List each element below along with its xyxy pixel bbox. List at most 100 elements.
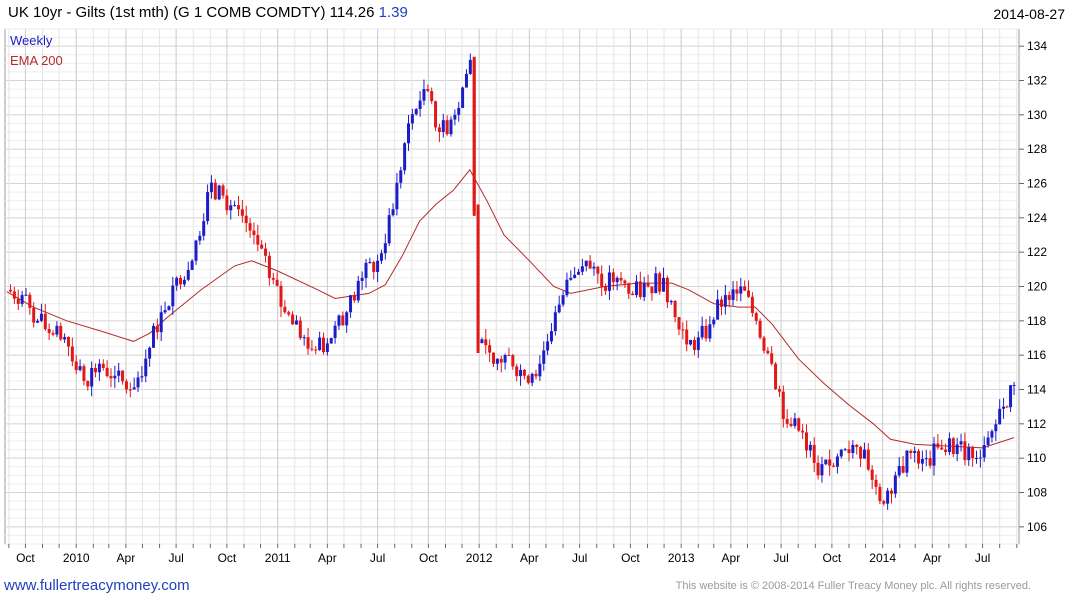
candle-body <box>936 443 940 448</box>
y-tick-label: 118 <box>1027 314 1046 328</box>
candle-body <box>561 295 565 305</box>
candle-body <box>851 444 855 454</box>
candle-body <box>692 339 696 351</box>
candle-body <box>476 211 480 344</box>
candle-body <box>372 262 376 272</box>
candle-body <box>878 486 882 502</box>
candle-body <box>287 312 291 315</box>
x-tick-label: Jul <box>168 551 183 565</box>
candle-body <box>588 260 592 269</box>
candle-body <box>758 320 762 338</box>
candle-body <box>777 389 781 392</box>
candle-body <box>256 235 260 245</box>
candle-body <box>615 277 619 283</box>
candle-body <box>828 459 832 466</box>
candle-body <box>28 294 32 308</box>
weekly-candles <box>9 53 1016 510</box>
candle-body <box>488 345 492 353</box>
candle-body <box>770 353 774 364</box>
candle-body <box>677 317 681 330</box>
candle-body <box>963 441 967 461</box>
candle-body <box>704 325 708 339</box>
x-tick-label: Oct <box>823 551 842 565</box>
y-tick-label: 116 <box>1027 348 1046 362</box>
candle-body <box>492 352 496 364</box>
candle-body <box>793 418 797 426</box>
candle-body <box>967 447 971 461</box>
candle-body <box>74 361 78 371</box>
candle-body <box>882 501 886 504</box>
candle-body <box>820 464 824 476</box>
candle-body <box>376 260 380 272</box>
candle-body <box>835 456 839 467</box>
candle-body <box>310 348 314 350</box>
candle-body <box>434 101 438 128</box>
candle-body <box>719 299 723 307</box>
candle-body <box>839 449 843 457</box>
candle-body <box>264 248 268 256</box>
candle-body <box>662 277 666 292</box>
candle-body <box>708 324 712 339</box>
ema-line <box>6 168 1015 449</box>
candle-body <box>499 358 503 363</box>
candle-body <box>314 349 318 351</box>
candle-body <box>507 355 511 357</box>
candle-body <box>124 381 128 390</box>
candle-body <box>318 337 322 351</box>
y-tick-label: 128 <box>1027 142 1047 156</box>
candle-body <box>982 445 986 458</box>
candle-body <box>464 73 468 88</box>
candle-body <box>546 341 550 351</box>
candle-body <box>217 185 221 200</box>
candle-body <box>577 271 581 275</box>
candle-body <box>816 462 820 476</box>
candle-body <box>801 430 805 433</box>
candle-body <box>221 185 225 196</box>
candle-body <box>341 315 345 326</box>
candle-body <box>175 277 179 286</box>
candle-body <box>928 458 932 466</box>
candle-body <box>209 182 213 193</box>
y-tick-label: 124 <box>1027 211 1047 225</box>
candle-body <box>522 369 526 376</box>
candle-body <box>901 465 905 473</box>
candle-body <box>252 230 256 235</box>
candle-body <box>808 444 812 451</box>
candle-body <box>785 418 789 424</box>
candle-body <box>113 375 117 379</box>
candle-body <box>360 277 364 281</box>
candle-body <box>515 366 519 377</box>
candle-body <box>673 300 677 318</box>
x-tick-label: Jul <box>370 551 385 565</box>
candle-body <box>155 325 159 333</box>
candle-body <box>410 114 414 124</box>
price-change: 1.39 <box>378 4 408 21</box>
site-link[interactable]: www.fullertreacymoney.com <box>4 577 190 594</box>
candle-body <box>812 444 816 463</box>
candle-body <box>352 295 356 301</box>
copyright-note: This website is © 2008-2014 Fuller Treac… <box>675 580 1031 592</box>
candle-body <box>789 423 793 426</box>
x-tick-label: Apr <box>117 551 136 565</box>
candle-body <box>198 235 202 241</box>
candle-body <box>859 447 863 459</box>
candle-body <box>824 459 828 465</box>
candle-body <box>387 215 391 244</box>
candle-body <box>638 281 642 298</box>
candle-body <box>345 312 349 326</box>
candle-body <box>893 475 897 494</box>
candle-body <box>128 389 132 391</box>
candle-body <box>650 286 654 294</box>
x-tick-label: Jul <box>572 551 587 565</box>
candle-body <box>356 280 360 301</box>
candle-body <box>569 277 573 280</box>
candle-body <box>399 170 403 183</box>
candle-body <box>283 306 287 313</box>
candle-body <box>97 363 101 373</box>
candle-body <box>47 329 51 334</box>
candle-body <box>441 120 445 132</box>
candle-body <box>109 376 113 379</box>
candle-body <box>727 295 731 300</box>
candle-body <box>503 355 507 363</box>
candle-body <box>495 358 499 364</box>
